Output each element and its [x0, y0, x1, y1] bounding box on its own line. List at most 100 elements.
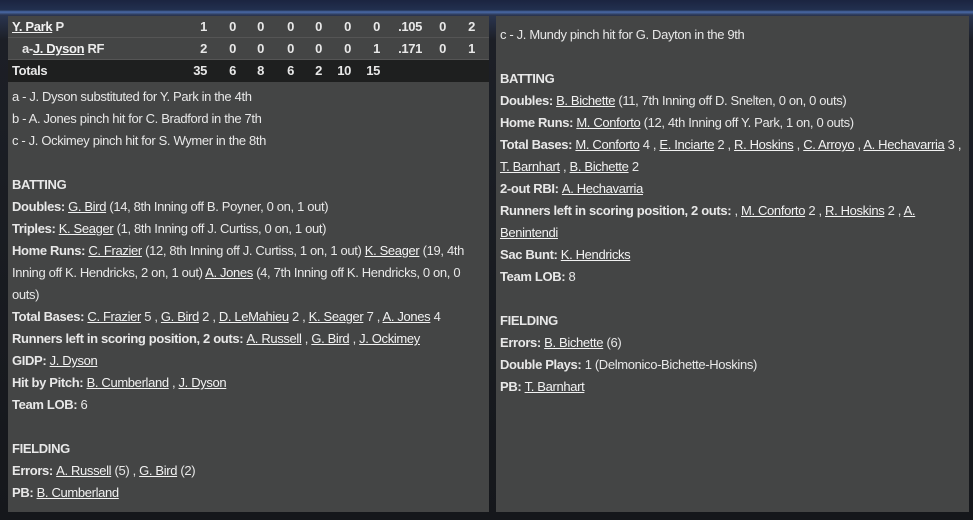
note-text: 2 , — [805, 203, 826, 218]
note-line: Team LOB: 6 — [12, 394, 482, 416]
stat-cell: 1 — [200, 19, 207, 34]
player-link[interactable]: J. Ockimey — [359, 331, 420, 346]
stat-cell: 6 — [287, 63, 294, 78]
note-line: Double Plays: 1 (Delmonico-Bichette-Hosk… — [500, 354, 970, 376]
home-box-score-panel: c - J. Mundy pinch hit for G. Dayton in … — [496, 16, 969, 512]
player-link[interactable]: D. LeMahieu — [218, 309, 289, 324]
player-link[interactable]: R. Hoskins — [825, 203, 885, 218]
player-row: Y. Park P 1 0 0 0 0 0 0 .105 0 2 — [8, 16, 489, 38]
player-link[interactable]: A. Benintendi — [500, 203, 916, 240]
note-text: (11, 7th Inning off D. Snelten, 0 on, 0 … — [615, 93, 847, 108]
player-link[interactable]: J. Dyson — [49, 353, 98, 368]
stat-cell: 0 — [439, 41, 446, 56]
note-text: (2) — [177, 463, 196, 478]
note-line: Triples: K. Seager (1, 8th Inning off J.… — [12, 218, 482, 240]
stat-label: 2-out RBI: — [500, 181, 562, 196]
player-link[interactable]: J. Dyson — [178, 375, 227, 390]
player-link[interactable]: M. Conforto — [576, 115, 641, 130]
player-link[interactable]: B. Cumberland — [86, 375, 170, 390]
note-line: BATTING — [500, 68, 970, 90]
note-text: , — [349, 331, 360, 346]
player-link[interactable]: M. Conforto — [575, 137, 640, 152]
player-link[interactable]: C. Frazier — [88, 243, 142, 258]
player-link[interactable]: A. Jones — [205, 265, 253, 280]
player-link[interactable]: A. Jones — [382, 309, 431, 324]
stat-label: FIELDING — [12, 441, 70, 456]
note-text: c - J. Ockimey pinch hit for S. Wymer in… — [12, 133, 266, 148]
note-text: (6) — [603, 335, 622, 350]
note-text: (4, 7th Inning off K. Hendricks, 0 on, 0… — [12, 265, 461, 302]
stat-cell: 0 — [287, 19, 294, 34]
player-link[interactable]: A. Hechavarria — [863, 137, 945, 152]
player-link[interactable]: B. Cumberland — [36, 485, 120, 500]
player-link[interactable]: J. Dyson — [32, 41, 85, 56]
note-text: 2 , — [884, 203, 904, 218]
player-link[interactable]: A. Russell — [56, 463, 112, 478]
note-line: Runners left in scoring position, 2 outs… — [500, 200, 970, 244]
note-text: , — [301, 331, 312, 346]
note-line: FIELDING — [12, 438, 482, 460]
note-text: 5 , — [140, 309, 161, 324]
player-link[interactable]: A. Hechavarria — [561, 181, 643, 196]
note-text: (1, 8th Inning off J. Curtiss, 0 on, 1 o… — [113, 221, 327, 236]
note-text: 2 — [628, 159, 639, 174]
stat-label: Home Runs: — [500, 115, 577, 130]
note-line: GIDP: J. Dyson — [12, 350, 482, 372]
stat-cell: 15 — [366, 63, 380, 78]
stat-label: PB: — [500, 379, 525, 394]
player-link[interactable]: K. Seager — [58, 221, 114, 236]
stat-label: Doubles: — [12, 199, 69, 214]
note-line: b - A. Jones pinch hit for C. Bradford i… — [12, 108, 482, 130]
stat-cell: 0 — [315, 19, 322, 34]
stat-cell: 8 — [257, 63, 264, 78]
totals-label: Totals — [12, 63, 48, 78]
player-link[interactable]: G. Bird — [68, 199, 107, 214]
stat-cell: 0 — [229, 41, 236, 56]
player-link[interactable]: M. Conforto — [741, 203, 806, 218]
player-link[interactable]: B. Bichette — [556, 93, 616, 108]
player-link[interactable]: Y. Park — [12, 19, 53, 34]
player-link[interactable]: C. Arroyo — [803, 137, 855, 152]
note-line: a - J. Dyson substituted for Y. Park in … — [12, 86, 482, 108]
stat-cell: 0 — [257, 19, 264, 34]
player-link[interactable]: A. Russell — [246, 331, 302, 346]
stat-cell: 6 — [229, 63, 236, 78]
batting-table: Y. Park P 1 0 0 0 0 0 0.105 0 2 a-J. Dyson RF 2 0 0 0 0… — [8, 16, 489, 82]
player-link[interactable]: K. Hendricks — [560, 247, 631, 262]
note-line: Errors: B. Bichette (6) — [500, 332, 970, 354]
stat-label: Errors: — [500, 335, 545, 350]
note-line: Sac Bunt: K. Hendricks — [500, 244, 970, 266]
stat-cell: 0 — [344, 41, 351, 56]
player-link[interactable]: B. Bichette — [569, 159, 629, 174]
note-text: (19, 4th Inning off K. Hendricks, 2 on, … — [12, 243, 464, 280]
player-link[interactable]: G. Bird — [311, 331, 350, 346]
player-link[interactable]: R. Hoskins — [734, 137, 794, 152]
stat-cell: 0 — [373, 19, 380, 34]
stat-label: Runners left in scoring position, 2 outs… — [500, 203, 735, 218]
player-link[interactable]: T. Barnhart — [524, 379, 585, 394]
note-line: BATTING — [12, 174, 482, 196]
player-link[interactable]: K. Seager — [364, 243, 420, 258]
player-link[interactable]: E. Inciarte — [659, 137, 715, 152]
note-text: 2 , — [714, 137, 735, 152]
note-line: Errors: A. Russell (5) , G. Bird (2) — [12, 460, 482, 482]
stat-label: Triples: — [12, 221, 59, 236]
player-link[interactable]: C. Frazier — [87, 309, 141, 324]
player-link[interactable]: K. Seager — [308, 309, 364, 324]
note-line: Home Runs: M. Conforto (12, 4th Inning o… — [500, 112, 970, 134]
note-line — [500, 288, 970, 310]
note-text: , — [854, 137, 864, 152]
note-line: Total Bases: M. Conforto 4 , E. Inciarte… — [500, 134, 970, 178]
game-notes-left: a - J. Dyson substituted for Y. Park in … — [8, 82, 489, 504]
note-text: 2 , — [288, 309, 309, 324]
note-text: (12, 4th Inning off Y. Park, 1 on, 0 out… — [640, 115, 854, 130]
player-row: a-J. Dyson RF 2 0 0 0 0 0 1 .171 0 1 — [8, 38, 489, 60]
stat-cell: 1 — [373, 41, 380, 56]
note-text: , — [559, 159, 570, 174]
player-link[interactable]: T. Barnhart — [500, 159, 560, 174]
player-link[interactable]: G. Bird — [139, 463, 178, 478]
player-link[interactable]: B. Bichette — [544, 335, 604, 350]
note-text: (12, 8th Inning off J. Curtiss, 1 on, 1 … — [141, 243, 365, 258]
stat-label: Team LOB: — [500, 269, 569, 284]
player-link[interactable]: G. Bird — [160, 309, 199, 324]
